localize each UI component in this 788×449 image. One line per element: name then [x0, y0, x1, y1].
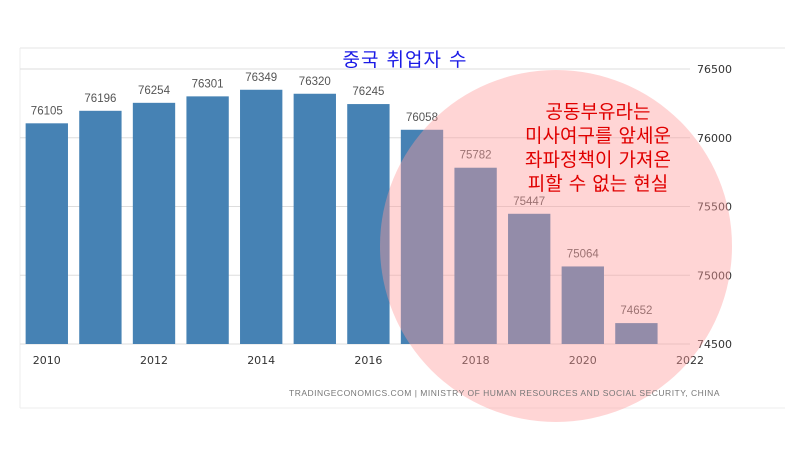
- data-label-2020: 75064: [567, 248, 600, 260]
- x-tick-2016: 2016: [354, 354, 382, 367]
- y-tick-75500: 75500: [697, 201, 732, 214]
- x-tick-2012: 2012: [140, 354, 168, 367]
- annotation-line-3: 좌파정책이 가져온: [525, 149, 671, 171]
- bar-2012: [132, 102, 176, 344]
- bar-2018: [454, 167, 497, 344]
- x-tick-2022: 2022: [676, 354, 704, 367]
- y-axis-tick-labels: 76500 76000 75500 75000 74500: [697, 63, 732, 351]
- annotation-line-4: 피할 수 없는 현실: [528, 173, 668, 195]
- y-tick-76000: 76000: [697, 132, 732, 145]
- bar-2017: [400, 129, 444, 344]
- y-tick-76500: 76500: [697, 63, 732, 76]
- data-labels: 76105 76196 76254 76301 76349 76320 76245 76058…: [31, 72, 653, 317]
- y-tick-74500: 74500: [697, 338, 732, 351]
- bar-2010: [25, 123, 68, 344]
- bar-2020: [561, 266, 604, 344]
- data-label-2016: 76245: [352, 86, 384, 98]
- annotation-line-2: 미사여구를 앞세운: [525, 125, 671, 147]
- x-tick-2010: 2010: [33, 354, 61, 367]
- bar-2021: [615, 323, 658, 344]
- chart-title: 중국 취업자 수: [343, 49, 468, 71]
- bar-2015: [293, 93, 336, 344]
- bar-2019: [508, 213, 551, 344]
- data-label-2019: 75447: [513, 196, 545, 208]
- x-axis-tick-labels: 2010 2012 2014 2016 2018 2020 2022: [33, 354, 704, 367]
- bars: [25, 89, 658, 344]
- bar-2014: [240, 89, 283, 344]
- bar-2013: [186, 96, 229, 344]
- data-label-2012: 76254: [138, 85, 171, 97]
- bar-2011: [79, 110, 122, 344]
- annotation-line-1: 공동부유라는: [546, 101, 651, 123]
- data-label-2015: 76320: [299, 76, 331, 88]
- data-label-2010: 76105: [31, 105, 63, 117]
- x-tick-2018: 2018: [462, 354, 490, 367]
- highlight-circle: [380, 70, 732, 422]
- x-tick-2020: 2020: [569, 354, 597, 367]
- x-tick-2014: 2014: [247, 354, 275, 367]
- source-attribution: TRADINGECONOMICS.COM | MINISTRY OF HUMAN…: [289, 388, 720, 398]
- data-label-2011: 76196: [84, 93, 116, 105]
- data-label-2014: 76349: [245, 72, 277, 84]
- bar-2016: [347, 104, 390, 344]
- y-tick-75000: 75000: [697, 269, 732, 282]
- data-label-2021: 74652: [620, 305, 652, 317]
- data-label-2017: 76058: [406, 112, 438, 124]
- data-label-2018: 75782: [460, 150, 492, 162]
- data-label-2013: 76301: [192, 78, 224, 90]
